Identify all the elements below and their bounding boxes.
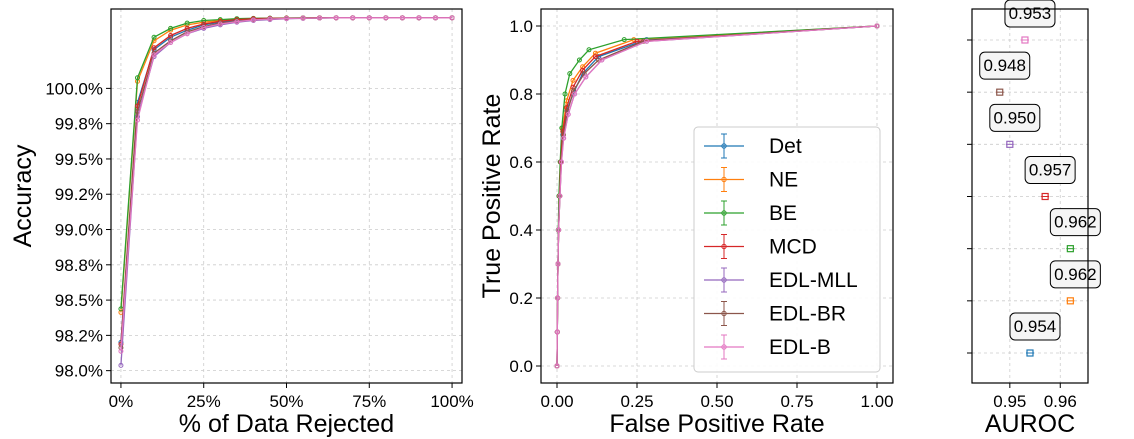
- y-tick-label: 0.2: [509, 289, 533, 308]
- roc-curve-panel: 0.0 0.2 0.4 0.6 0.8 1.0 0.00 0.25 0.50 0.75 1.00 De…: [478, 9, 894, 438]
- series-line-be: [121, 18, 452, 309]
- y-axis-label: True Positive Rate: [478, 94, 506, 299]
- x-tick-label: 0.96: [1044, 392, 1077, 411]
- y-tick-label: 0.0: [509, 357, 533, 376]
- x-axis-label: False Positive Rate: [609, 410, 824, 438]
- y-tick-label: 99.2%: [55, 185, 103, 204]
- legend-label: MCD: [769, 236, 817, 259]
- auroc-value-label: 0.948: [983, 56, 1026, 75]
- y-tick-label: 98.8%: [55, 256, 103, 275]
- x-axis-label: AUROC: [985, 410, 1075, 438]
- x-tick-label: 0.50: [700, 392, 733, 411]
- accuracy-rejection-panel: 98.0% 98.2% 98.5% 98.8% 99.0% 99.2% 99.5% 99.8%…: [9, 9, 474, 438]
- y-tick-label: 100.0%: [45, 79, 103, 98]
- x-tick-label: 0.00: [540, 392, 573, 411]
- x-tick-label: 0.75: [780, 392, 813, 411]
- x-axis-label: % of Data Rejected: [179, 410, 394, 438]
- auroc-value-label: 0.950: [994, 108, 1037, 127]
- legend-label: EDL-B: [769, 336, 831, 359]
- y-tick-label: 0.4: [509, 221, 533, 240]
- legend-label: Det: [769, 135, 802, 158]
- y-tick-label: 98.2%: [55, 326, 103, 345]
- x-tick-label: 0.25: [620, 392, 653, 411]
- series-line-mcd: [121, 18, 452, 344]
- legend-label: EDL-BR: [769, 303, 846, 326]
- x-tick-label: 1.00: [860, 392, 893, 411]
- y-tick-label: 0.8: [509, 85, 533, 104]
- auroc-panel: 0.95 0.96 0.953 0.948 0.950 0.957 0.962 0.962 0.…: [967, 0, 1100, 438]
- auroc-value-label: 0.953: [1009, 4, 1052, 23]
- auroc-value-label: 0.957: [1029, 161, 1072, 180]
- x-tick-label: 25%: [187, 392, 221, 411]
- auroc-value-label: 0.962: [1054, 213, 1097, 232]
- auroc-value-label: 0.954: [1014, 317, 1057, 336]
- legend-label: BE: [769, 202, 797, 225]
- legend-label: NE: [769, 169, 798, 192]
- y-tick-label: 99.5%: [55, 150, 103, 169]
- y-tick-label: 0.6: [509, 153, 533, 172]
- y-axis-label: Accuracy: [9, 144, 37, 247]
- y-tick-label: 98.0%: [55, 362, 103, 381]
- x-tick-label: 0.95: [993, 392, 1026, 411]
- y-tick-label: 99.0%: [55, 221, 103, 240]
- y-tick-label: 1.0: [509, 17, 533, 36]
- x-tick-label: 50%: [269, 392, 303, 411]
- y-tick-label: 98.5%: [55, 291, 103, 310]
- x-tick-label: 100%: [430, 392, 473, 411]
- x-tick-label: 0%: [109, 392, 134, 411]
- legend-label: EDL-MLL: [769, 269, 858, 292]
- auroc-value-label: 0.962: [1054, 265, 1097, 284]
- x-tick-label: 75%: [352, 392, 386, 411]
- y-tick-label: 99.8%: [55, 115, 103, 134]
